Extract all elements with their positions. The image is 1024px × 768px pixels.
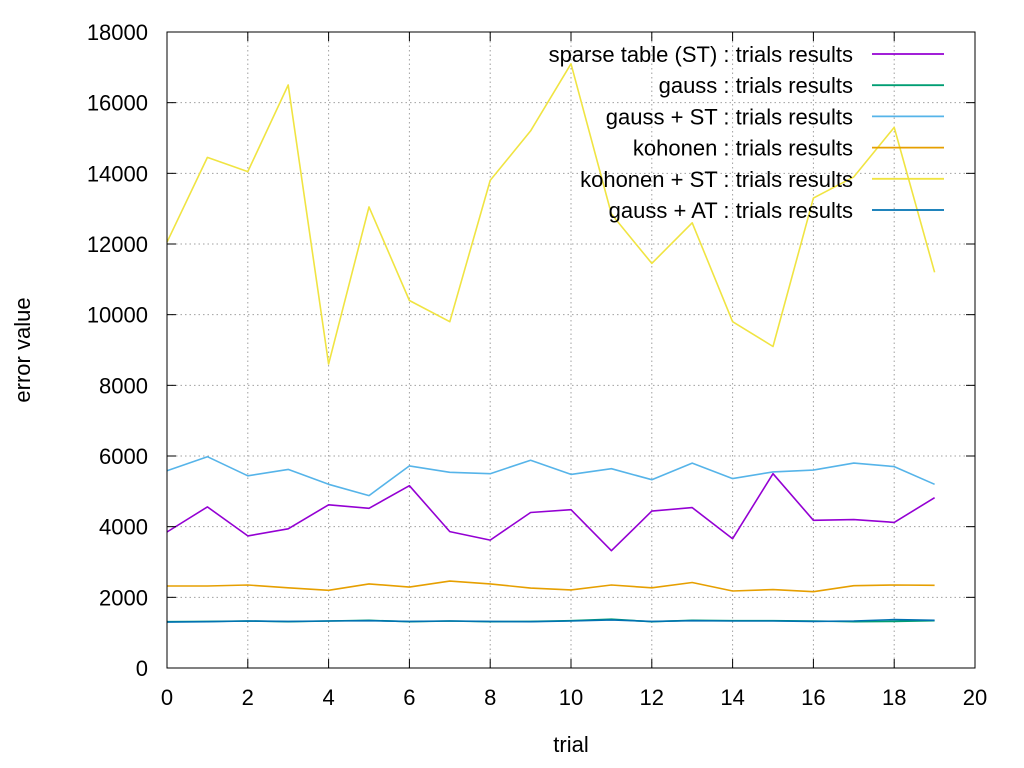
series-line-5 (166, 62, 936, 365)
axis-ticks: 0 2 4 6 8 10 12 14 16 18 20 0 2000 4000 6000 8000 10000 1… (87, 20, 987, 710)
x-tick-label: 20 (963, 685, 987, 710)
grid-lines (167, 32, 975, 668)
x-tick-label: 10 (559, 685, 583, 710)
y-tick-label: 4000 (99, 515, 148, 540)
series-line-3 (166, 455, 935, 497)
series-line-4 (167, 580, 935, 593)
x-tick-label: 14 (720, 685, 744, 710)
x-tick-label: 16 (801, 685, 825, 710)
legend-label: gauss + AT : trials results (609, 198, 853, 223)
legend: sparse table (ST) : trials results gauss … (549, 42, 944, 223)
y-tick-label: 16000 (87, 91, 148, 116)
y-tick-label: 10000 (87, 303, 148, 328)
y-tick-label: 0 (136, 656, 148, 681)
x-tick-label: 6 (403, 685, 415, 710)
x-tick-label: 4 (322, 685, 334, 710)
x-tick-label: 18 (882, 685, 906, 710)
x-tick-label: 0 (161, 685, 173, 710)
y-tick-label: 2000 (99, 585, 148, 610)
y-axis-title: error value (10, 297, 35, 402)
legend-label: kohonen : trials results (633, 136, 853, 161)
series-line-1 (166, 472, 936, 552)
legend-label: gauss : trials results (659, 73, 853, 98)
y-tick-label: 8000 (99, 373, 148, 398)
y-tick-label: 12000 (87, 232, 148, 257)
legend-label: kohonen + ST : trials results (580, 167, 853, 192)
x-axis-title: trial (553, 732, 588, 757)
y-tick-label: 14000 (87, 161, 148, 186)
x-tick-label: 2 (242, 685, 254, 710)
x-tick-label: 8 (484, 685, 496, 710)
legend-label: sparse table (ST) : trials results (549, 42, 853, 67)
x-tick-label: 12 (640, 685, 664, 710)
y-tick-label: 18000 (87, 20, 148, 45)
y-tick-label: 6000 (99, 444, 148, 469)
series-line-6 (166, 618, 935, 623)
legend-label: gauss + ST : trials results (606, 104, 853, 129)
series-lines (166, 62, 936, 623)
